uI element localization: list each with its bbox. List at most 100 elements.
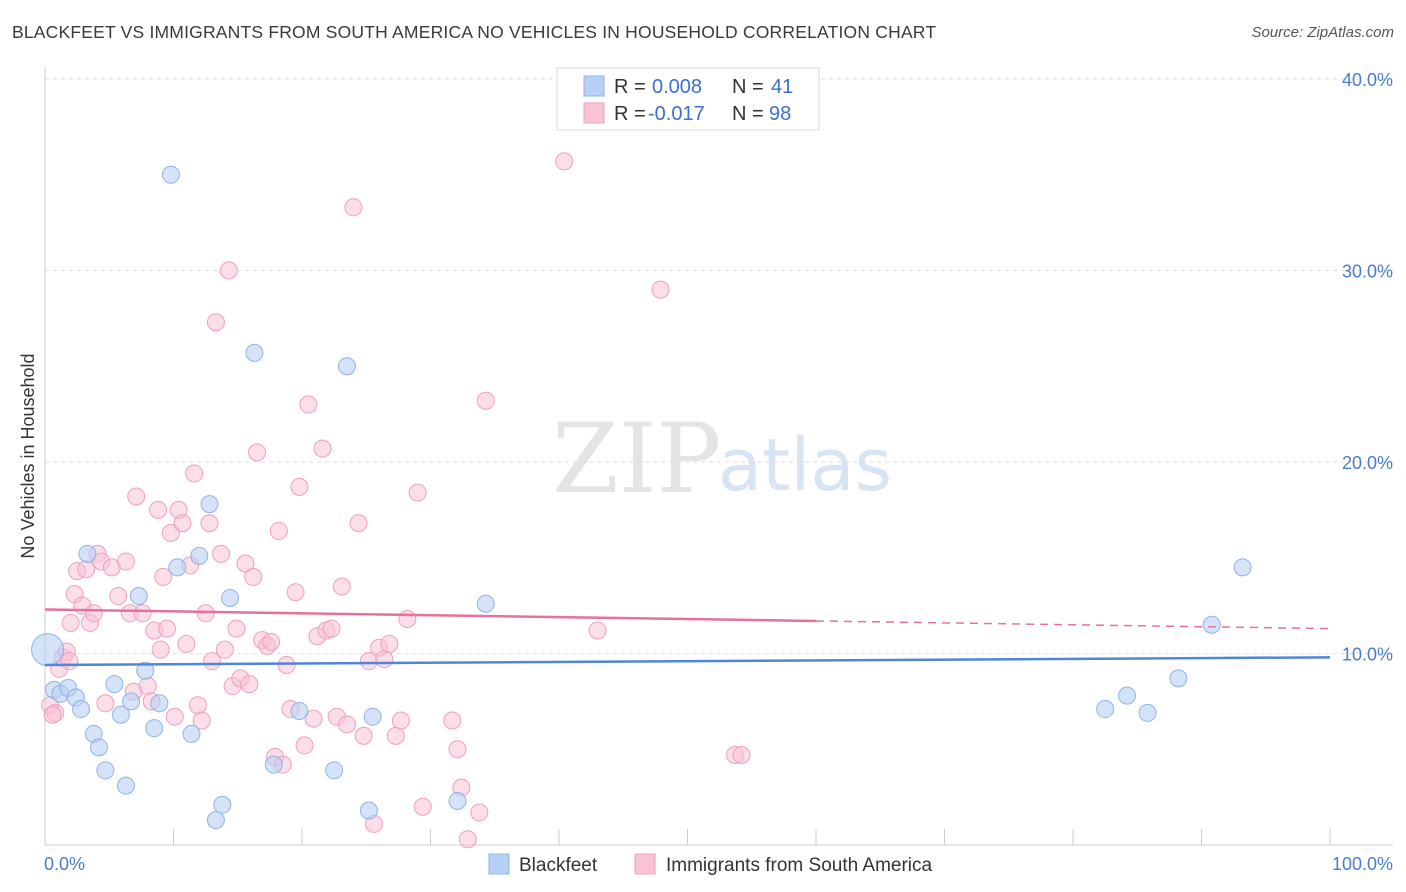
data-point-immigrants (236, 554, 255, 573)
data-point-blackfeet (448, 791, 467, 810)
watermark-zip: ZIP (552, 403, 721, 515)
data-point-blackfeet (337, 357, 356, 376)
data-point-immigrants (408, 483, 427, 502)
data-point-blackfeet (476, 594, 495, 613)
data-point-immigrants (173, 514, 192, 533)
legend-swatch-pink (583, 102, 605, 124)
data-point-immigrants (555, 152, 574, 171)
data-point-immigrants (391, 711, 410, 730)
data-point-blackfeet (31, 633, 65, 667)
data-point-blackfeet (290, 701, 309, 720)
y-tick-label: 10.0% (1342, 645, 1393, 665)
y-axis-label: No Vehicles in Household (18, 353, 38, 558)
trend-line-blackfeet (44, 656, 1331, 667)
data-point-immigrants (337, 715, 356, 734)
data-point-immigrants (290, 477, 309, 496)
data-point-blackfeet (325, 761, 344, 780)
data-point-immigrants (200, 514, 219, 533)
data-point-blackfeet (168, 558, 187, 577)
legend-n-value-1: 41 (771, 76, 793, 98)
data-point-blackfeet (1096, 700, 1115, 719)
data-point-immigrants (227, 619, 246, 638)
data-point-blackfeet (182, 724, 201, 743)
series-legend: Blackfeet Immigrants from South America (488, 853, 933, 876)
data-point-blackfeet (1169, 669, 1188, 688)
data-point-immigrants (304, 709, 323, 728)
data-point-immigrants (277, 655, 296, 674)
data-point-immigrants (349, 514, 368, 533)
data-point-immigrants (286, 583, 305, 602)
data-point-immigrants (398, 610, 417, 629)
bottom-legend-blackfeet: Blackfeet (519, 855, 598, 876)
data-point-blackfeet (213, 795, 232, 814)
data-point-immigrants (299, 395, 318, 414)
data-point-blackfeet (78, 544, 97, 563)
y-tick-label: 40.0% (1342, 70, 1393, 90)
trend-lines (44, 608, 1331, 667)
data-point-immigrants (458, 830, 477, 849)
data-point-immigrants (344, 198, 363, 217)
y-tick-label: 30.0% (1342, 262, 1393, 282)
tick-labels: 10.0% 20.0% 30.0% 40.0% 0.0% 100.0% (44, 70, 1393, 874)
data-point-immigrants (732, 745, 751, 764)
data-point-blackfeet (359, 801, 378, 820)
data-point-immigrants (443, 711, 462, 730)
legend-r-value-1: 0.008 (652, 76, 702, 98)
chart-title: BLACKFEET VS IMMIGRANTS FROM SOUTH AMERI… (12, 22, 937, 42)
legend-swatch-blue (583, 75, 605, 97)
data-point-immigrants (161, 523, 180, 542)
data-point-blackfeet (1117, 686, 1136, 705)
data-point-immigrants (116, 552, 135, 571)
legend-n-label-2: N = (732, 103, 764, 125)
x-tick-label-start: 0.0% (44, 854, 85, 874)
data-point-blackfeet (122, 692, 141, 711)
data-point-immigrants (375, 650, 394, 669)
trend-line-immigrants-extension (815, 620, 1331, 630)
data-point-blackfeet (150, 694, 169, 713)
legend-r-value-2: -0.017 (648, 103, 705, 125)
data-point-immigrants (386, 726, 405, 745)
data-point-immigrants (295, 736, 314, 755)
data-point-immigrants (476, 391, 495, 410)
data-point-immigrants (165, 707, 184, 726)
data-point-immigrants (332, 577, 351, 596)
data-point-immigrants (588, 621, 607, 640)
data-point-immigrants (177, 634, 196, 653)
bottom-legend-immigrants: Immigrants from South America (666, 855, 933, 876)
data-point-immigrants (240, 675, 259, 694)
y-tick-label: 20.0% (1342, 453, 1393, 473)
data-point-blackfeet (96, 761, 115, 780)
data-point-immigrants (380, 634, 399, 653)
data-point-blackfeet (264, 755, 283, 774)
bottom-legend-swatch-blue (488, 853, 510, 875)
data-point-immigrants (262, 633, 281, 652)
data-point-immigrants (43, 705, 62, 724)
data-point-immigrants (158, 619, 177, 638)
data-point-blackfeet (221, 588, 240, 607)
data-point-immigrants (188, 696, 207, 715)
data-point-blackfeet (206, 811, 225, 830)
data-point-blackfeet (363, 707, 382, 726)
trend-line-immigrants (44, 608, 817, 623)
data-point-immigrants (203, 652, 222, 671)
data-point-blackfeet (1202, 615, 1221, 634)
data-point-immigrants (192, 711, 211, 730)
data-point-immigrants (109, 587, 128, 606)
data-point-immigrants (215, 640, 234, 659)
bottom-legend-swatch-pink (634, 853, 656, 875)
data-point-immigrants (96, 694, 115, 713)
legend-r-label-1: R = (614, 76, 646, 98)
data-point-blackfeet (161, 165, 180, 184)
data-point-immigrants (127, 487, 146, 506)
series-blackfeet-points (31, 165, 1252, 830)
x-tick-label-end: 100.0% (1332, 854, 1393, 874)
data-point-immigrants (470, 803, 489, 822)
data-point-immigrants (138, 677, 157, 696)
data-point-blackfeet (71, 700, 90, 719)
data-point-immigrants (244, 567, 263, 586)
data-point-immigrants (77, 560, 96, 579)
data-point-immigrants (212, 544, 231, 563)
source-label: Source: ZipAtlas.com (1251, 24, 1394, 41)
data-point-immigrants (219, 261, 238, 280)
